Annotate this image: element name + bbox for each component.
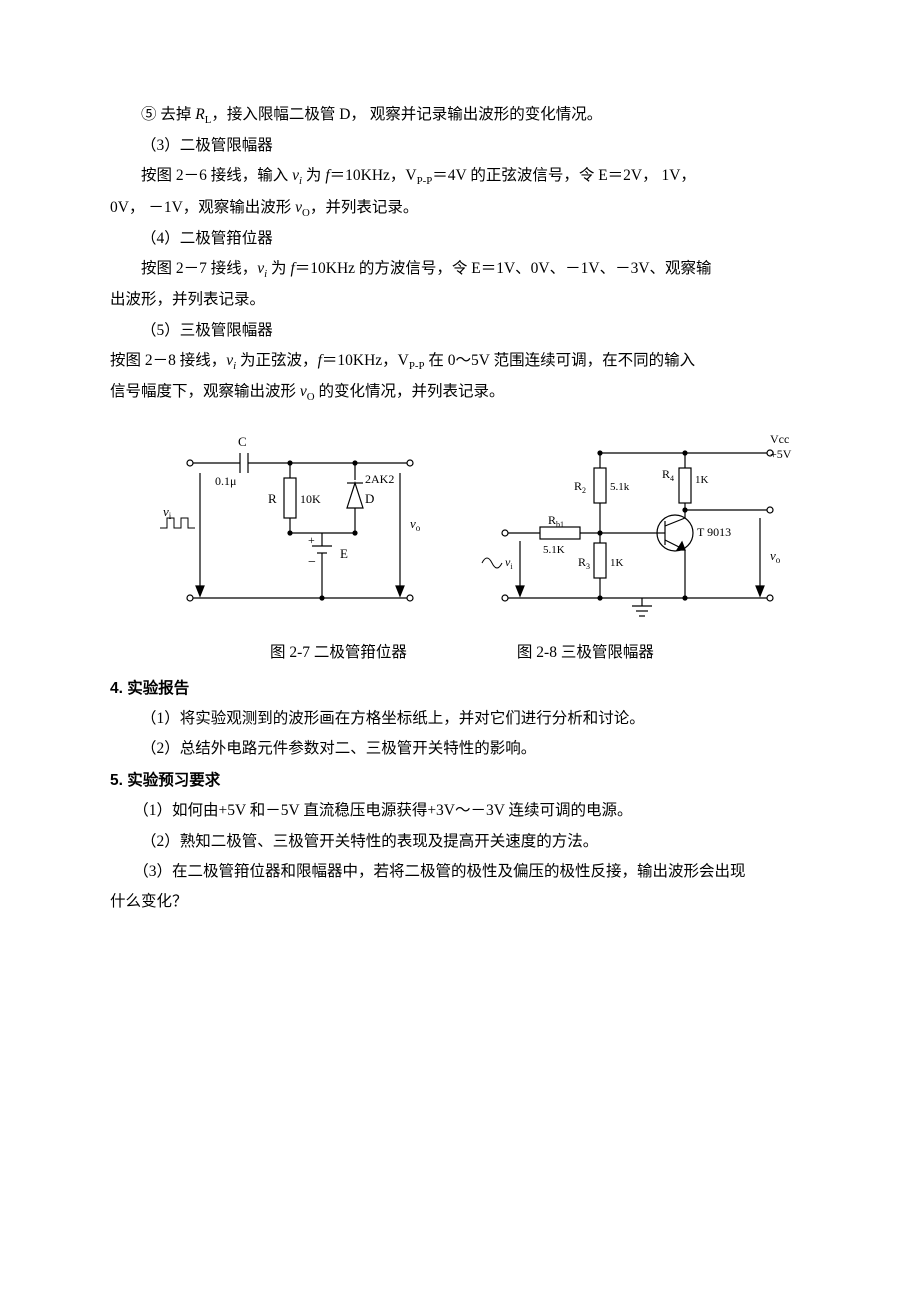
- paragraph: （1）如何由+5V 和－5V 直流稳压电源获得+3V～－3V 连续可调的电源。: [110, 796, 810, 826]
- text: 为: [267, 260, 290, 277]
- svg-text:vo: vo: [410, 516, 421, 533]
- paragraph: 按图 2－7 接线，vi 为 f＝10KHz 的方波信号，令 E＝1V、0V、－…: [110, 254, 810, 285]
- circuit-2-8: Vcc +5V R2 5.1k R4 1K: [470, 428, 810, 628]
- circuit-2-8-svg: Vcc +5V R2 5.1k R4 1K: [470, 428, 810, 628]
- caption-row: 图 2-7 二极管箝位器 图 2-8 三极管限幅器: [110, 638, 810, 668]
- sub-O: O: [302, 207, 310, 219]
- label-Dtype: 2AK2: [365, 472, 394, 486]
- text: ＝10KHz，V: [330, 167, 417, 184]
- text: 5. 实验预习要求: [110, 772, 220, 789]
- label-Rval: 10K: [300, 492, 321, 506]
- label-E: E: [340, 546, 348, 561]
- text: 为: [302, 167, 325, 184]
- text: 按图 2－6 接线，输入: [141, 167, 292, 184]
- paragraph: （2）熟知二极管、三极管开关特性的表现及提高开关速度的方法。: [110, 827, 810, 857]
- paragraph: （3）二极管限幅器: [110, 131, 810, 161]
- text: （3）在二极管箝位器和限幅器中，若将二极管的极性及偏压的极性反接，输出波形会出现: [133, 863, 745, 880]
- paragraph: 按图 2－8 接线，vi 为正弦波，f＝10KHz，VP-P 在 0～5V 范围…: [110, 346, 810, 377]
- paragraph: 按图 2－6 接线，输入 vi 为 f＝10KHz，VP-P＝4V 的正弦波信号…: [110, 161, 810, 192]
- label-R4-sub: 4: [670, 474, 674, 483]
- paragraph: （1）将实验观测到的波形画在方格坐标纸上，并对它们进行分析和讨论。: [110, 704, 810, 734]
- heading-4: 4. 实验报告: [110, 674, 810, 704]
- label-Rb1: R: [548, 513, 556, 527]
- label-Rb1-sub: b1: [556, 520, 564, 529]
- label-R2-sub: 2: [582, 486, 586, 495]
- text: （4）二极管箝位器: [141, 230, 273, 247]
- text: 为正弦波，: [236, 352, 317, 369]
- text: ⑤ 去掉: [141, 106, 195, 123]
- text: （5）三极管限幅器: [141, 322, 273, 339]
- label-Vcc: Vcc: [770, 432, 789, 446]
- svg-text:vi: vi: [163, 504, 172, 521]
- sub-pp: P-P: [417, 176, 433, 188]
- svg-text:R4: R4: [662, 467, 674, 483]
- label-Cval: 0.1μ: [215, 474, 236, 488]
- circuit-diagrams: C 0.1μ R 10K 2AK2 D: [140, 428, 810, 628]
- label-vi-sub: i: [169, 511, 172, 521]
- svg-text:−: −: [308, 555, 316, 570]
- label-R4: R: [662, 467, 670, 481]
- label-R4val: 1K: [695, 474, 709, 486]
- paragraph: （3）在二极管箝位器和限幅器中，若将二极管的极性及偏压的极性反接，输出波形会出现: [110, 857, 810, 887]
- text: 在 0～5V 范围连续可调，在不同的输入: [425, 352, 696, 369]
- label-R3: R: [578, 555, 586, 569]
- paragraph: 0V， －1V，观察输出波形 vO，并列表记录。: [110, 193, 810, 224]
- paragraph: ⑤ 去掉 RL，接入限幅二极管 D， 观察并记录输出波形的变化情况。: [110, 100, 810, 131]
- text: （1）将实验观测到的波形画在方格坐标纸上，并对它们进行分析和讨论。: [141, 710, 645, 727]
- text: 信号幅度下，观察输出波形: [110, 383, 300, 400]
- svg-text:vo: vo: [770, 548, 781, 565]
- paragraph: （2）总结外电路元件参数对二、三极管开关特性的影响。: [110, 734, 810, 764]
- label-R2val: 5.1k: [610, 481, 630, 493]
- label-Rb1val: 5.1K: [543, 544, 565, 556]
- svg-text:R2: R2: [574, 479, 586, 495]
- label-vo-sub: o: [416, 523, 421, 533]
- label-R2: R: [574, 479, 582, 493]
- label-vo-sub: o: [776, 555, 781, 565]
- paragraph: （4）二极管箝位器: [110, 224, 810, 254]
- sub-O: O: [307, 391, 315, 403]
- circuit-2-7-svg: C 0.1μ R 10K 2AK2 D: [140, 428, 440, 628]
- text: （1）如何由+5V 和－5V 直流稳压电源获得+3V～－3V 连续可调的电源。: [133, 802, 632, 819]
- text: ＝10KHz 的方波信号，令 E＝1V、0V、－1V、－3V、观察输: [295, 260, 712, 277]
- text: （2）熟知二极管、三极管开关特性的表现及提高开关速度的方法。: [141, 833, 598, 850]
- sub-pp: P-P: [409, 360, 425, 372]
- var-v: v: [300, 383, 307, 400]
- paragraph: 信号幅度下，观察输出波形 vO 的变化情况，并列表记录。: [110, 377, 810, 408]
- text: 的变化情况，并列表记录。: [315, 383, 505, 400]
- text: 4. 实验报告: [110, 680, 189, 697]
- text: （3）二极管限幅器: [141, 137, 273, 154]
- svg-text:vi: vi: [505, 555, 513, 571]
- label-Vcc2: +5V: [770, 447, 792, 461]
- text: 什么变化？: [110, 893, 188, 910]
- paragraph: 出波形，并列表记录。: [110, 285, 810, 315]
- label-C: C: [238, 434, 247, 449]
- label-T: T 9013: [697, 525, 731, 539]
- label-vi-sub: i: [510, 562, 513, 571]
- text: 按图 2－7 接线，: [141, 260, 257, 277]
- caption-2-7: 图 2-7 二极管箝位器: [270, 638, 407, 668]
- heading-5: 5. 实验预习要求: [110, 766, 810, 796]
- label-D: D: [365, 491, 374, 506]
- svg-text:+: +: [308, 533, 315, 547]
- var-R: R: [195, 106, 204, 123]
- text: ，接入限幅二极管 D， 观察并记录输出波形的变化情况。: [211, 106, 602, 123]
- circuit-2-7: C 0.1μ R 10K 2AK2 D: [140, 428, 440, 628]
- label-R3-sub: 3: [586, 562, 590, 571]
- text: 按图 2－8 接线，: [110, 352, 226, 369]
- text: （2）总结外电路元件参数对二、三极管开关特性的影响。: [141, 740, 536, 757]
- svg-text:R3: R3: [578, 555, 590, 571]
- text: ＝10KHz，V: [322, 352, 409, 369]
- caption-2-8: 图 2-8 三极管限幅器: [517, 638, 654, 668]
- text: 出波形，并列表记录。: [110, 291, 265, 308]
- label-R: R: [268, 491, 277, 506]
- paragraph: （5）三极管限幅器: [110, 316, 810, 346]
- paragraph: 什么变化？: [110, 887, 810, 917]
- var-v: v: [292, 167, 299, 184]
- var-v: v: [295, 199, 302, 216]
- text: ＝4V 的正弦波信号，令 E＝2V， 1V，: [432, 167, 696, 184]
- label-R3val: 1K: [610, 557, 624, 569]
- text: 0V， －1V，观察输出波形: [110, 199, 295, 216]
- svg-text:Rb1: Rb1: [548, 513, 564, 529]
- text: ，并列表记录。: [310, 199, 419, 216]
